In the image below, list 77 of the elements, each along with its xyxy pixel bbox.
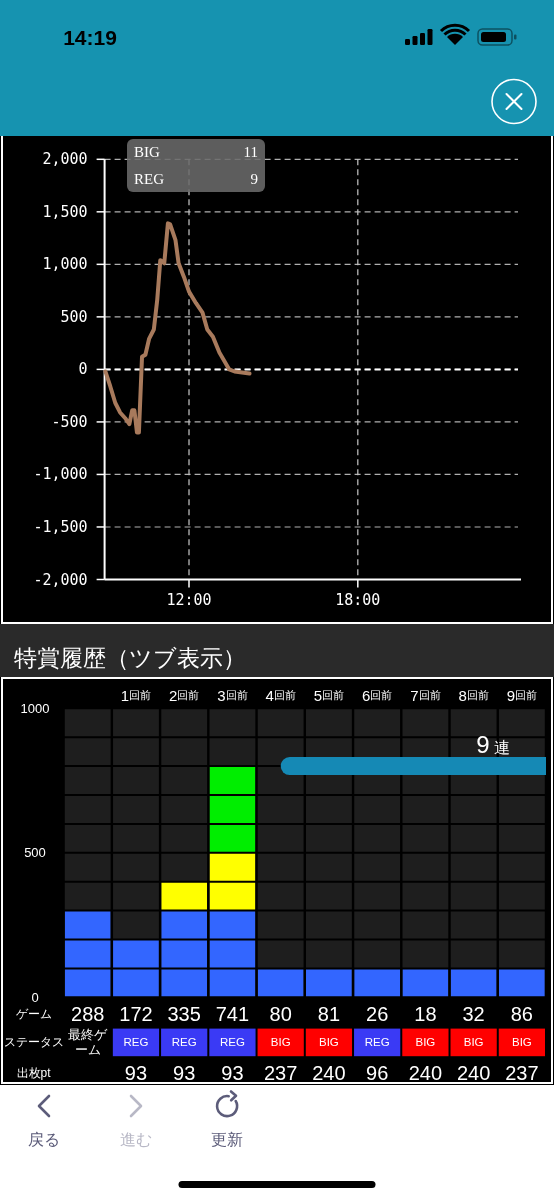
text: 237 [263,1061,298,1084]
bar [209,910,256,998]
x-tick-label: 12:00 [166,590,212,609]
text: REG [123,1036,149,1049]
band-label: 9 連 [476,731,510,759]
bar [354,968,401,998]
x-tick-label: 1回前 [120,686,152,704]
text: 86 [510,1003,534,1026]
y-tick-label: -500 [51,412,88,431]
text: BIG [511,1036,532,1049]
text: 93 [173,1061,196,1084]
bar [209,766,256,853]
x-tick-label: 6回前 [361,686,393,704]
bar [113,939,159,998]
text: 96 [366,1061,389,1084]
text: 240 [408,1061,443,1084]
category-label: 出枚pt [16,1065,51,1080]
x-tick-label: 9回前 [506,686,538,704]
bar [257,968,304,998]
y-tick-label: -2,000 [33,570,88,589]
text: BIG [270,1036,291,1049]
text: 240 [312,1061,346,1084]
text: 進む [119,1130,152,1148]
x-tick-label: 2回前 [169,686,200,704]
text: 32 [462,1003,485,1026]
text: 237 [505,1061,539,1084]
x-tick-label: 5回前 [313,686,345,704]
text: 240 [456,1061,491,1084]
text: BIG [415,1036,436,1049]
line-series [103,221,252,435]
text: REG [364,1036,390,1049]
text: 14:19 [63,25,117,49]
text: 93 [124,1061,148,1084]
y-tick-label: 1000 [20,700,50,716]
text: REG [171,1036,197,1049]
category-label: ステータス [3,1035,64,1050]
y-tick-label: 0 [31,989,39,1005]
y-tick-label: 500 [60,307,88,326]
text: BIG 11 [134,144,258,160]
category-label: ゲーム [15,1007,52,1022]
text: BIG [319,1036,339,1049]
bar [306,968,352,998]
text: 288 [71,1003,105,1026]
y-tick-label: 500 [24,845,46,861]
y-tick-label: -1,000 [33,465,88,484]
bar [450,968,497,998]
text: 93 [221,1061,244,1084]
text: 最終ゲーム [68,1027,108,1057]
y-tick-label: 1,500 [42,202,88,221]
text: 741 [215,1003,250,1026]
x-tick-label: 7回前 [410,686,441,704]
y-tick-label: 0 [78,360,88,379]
chart-title: 特賞履歴（ツブ表示） [14,645,246,671]
y-tick-label: -1,500 [33,517,88,536]
text: 172 [119,1003,153,1026]
text: REG [219,1036,245,1049]
text: 更新 [211,1130,243,1148]
text: REG 9 [134,171,258,187]
text: BIG [463,1036,484,1049]
x-tick-label: 18:00 [335,590,381,609]
x-tick-label: 8回前 [458,686,489,704]
y-tick-label: 1,000 [42,255,88,274]
bar [402,968,449,998]
text: 戻る [28,1130,60,1148]
text: 80 [269,1003,292,1026]
bar [209,852,256,911]
text: 18 [414,1003,437,1026]
x-tick-label: 4回前 [265,686,296,704]
text: 335 [167,1003,201,1026]
bar [161,881,208,911]
text: 26 [366,1003,389,1026]
x-tick-label: 3回前 [217,686,248,704]
bar [498,968,545,998]
bar [64,910,111,998]
y-tick-label: 2,000 [42,150,88,169]
text: 81 [317,1003,341,1026]
bar [161,910,208,998]
